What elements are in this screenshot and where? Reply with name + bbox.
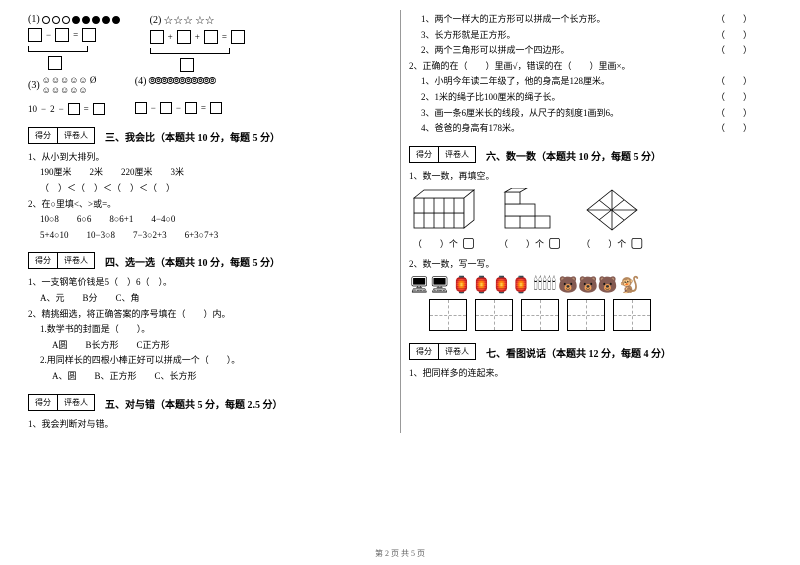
input-box[interactable] (160, 102, 172, 114)
monkey-icon: 🐒 (620, 275, 640, 295)
s3-q2-row1: 10○8 6○6 8○6+1 4−4○0 (40, 213, 392, 226)
item2-num: (2) (150, 15, 162, 26)
item3-num: (3) (28, 80, 40, 91)
section-4-title: 四、选一选（本题共 10 分，每题 5 分） (105, 254, 280, 269)
item4-num: (4) (135, 76, 147, 87)
input-box[interactable] (210, 102, 222, 114)
s5-j2: 2、1米的绳子比100厘米的绳子长。（ ） (421, 91, 772, 104)
s4-q1: 1、一支钢笔价钱是5（ ）6（ ）。 (28, 276, 392, 289)
smiley-icon: ☺☺☺☺☺ Ø☺☺☺☺☺ (42, 76, 97, 96)
input-box[interactable] (68, 103, 80, 115)
lantern-icon: 🏮🏮🏮🏮 (452, 275, 532, 295)
input-box[interactable] (55, 28, 69, 42)
cube-stack-1 (409, 188, 479, 233)
input-box[interactable] (93, 103, 105, 115)
bear-icon: 🐻🐻🐻 (558, 275, 618, 295)
write-box[interactable] (429, 299, 467, 331)
ten-label: 10 (28, 104, 37, 114)
score-box: 得分 评卷人 (28, 127, 95, 144)
minus-sign: − (44, 30, 53, 40)
section-3-title: 三、我会比（本题共 10 分，每题 5 分） (105, 129, 280, 144)
score-right: 评卷人 (58, 127, 95, 144)
computer-icon: 🖥🖥 (409, 275, 450, 295)
visual-problems-row2: (3) ☺☺☺☺☺ Ø☺☺☺☺☺ 10 − 2 − = (4) ⦾⦾⦾⦾⦾⦾⦾⦾… (28, 76, 392, 115)
write-boxes (429, 299, 772, 331)
star-icon: ☆☆☆ (163, 14, 193, 27)
s4-q2-1: 1.数学书的封面是（ ）。 (40, 323, 392, 336)
star-icon: ☆☆ (195, 14, 215, 27)
visual-item-2: (2) ☆☆☆ ☆☆ + + = (150, 14, 245, 72)
s4-q1-opts: A、元 B分 C、角 (40, 292, 392, 305)
section-7-title: 七、看图说话（本题共 12 分，每题 4 分） (486, 345, 671, 360)
candle-icon: 🕯🕯🕯🕯🕯 (533, 276, 556, 294)
s5-j4: 4、爸爸的身高有178米。（ ） (421, 122, 772, 135)
input-box[interactable] (150, 30, 164, 44)
score-box: 得分 评卷人 (409, 146, 476, 163)
input-box[interactable] (231, 30, 245, 44)
write-box[interactable] (475, 299, 513, 331)
wave-shapes: ⦾⦾⦾⦾⦾⦾⦾⦾⦾⦾⦾ (148, 76, 214, 87)
score-box: 得分 评卷人 (28, 394, 95, 411)
input-box[interactable] (177, 30, 191, 44)
visual-item-3: (3) ☺☺☺☺☺ Ø☺☺☺☺☺ 10 − 2 − = (28, 76, 105, 115)
cube-icon: ▢ (548, 235, 561, 252)
cube-stack-2 (500, 188, 560, 233)
section-5-title: 五、对与错（本题共 5 分，每题 2.5 分） (105, 396, 283, 411)
eq-sign: = (71, 30, 80, 40)
write-box[interactable] (567, 299, 605, 331)
write-box[interactable] (613, 299, 651, 331)
s7-q1: 1、把同样多的连起来。 (409, 367, 772, 380)
s3-q2: 2、在○里填<、>或=。 (28, 198, 392, 211)
s5-j1: 1、小明今年读二年级了，他的身高是128厘米。（ ） (421, 75, 772, 88)
input-box[interactable] (82, 28, 96, 42)
page-footer: 第 2 页 共 5 页 (0, 548, 800, 559)
write-box[interactable] (521, 299, 559, 331)
s4-q2: 2、精挑细选，将正确答案的序号填在（ ）内。 (28, 308, 392, 321)
s4-q2-2-opts: A、圆 B、正方形 C、长方形 (52, 370, 392, 383)
objects-row: 🖥🖥 🏮🏮🏮🏮 🕯🕯🕯🕯🕯 🐻🐻🐻 🐒 (409, 275, 772, 295)
s3-q1-blanks: （ ）＜（ ）＜（ ）＜（ ） (40, 182, 392, 195)
s5-i1: 1、两个一样大的正方形可以拼成一个长方形。（ ） (421, 13, 772, 26)
cube-icon: ▢ (462, 235, 475, 252)
score-box: 得分 评卷人 (28, 252, 95, 269)
score-left: 得分 (28, 127, 58, 144)
s5-q1: 1、我会判断对与错。 (28, 418, 392, 431)
visual-item-1: (1) − = (28, 14, 120, 72)
input-box[interactable] (185, 102, 197, 114)
visual-problems-row1: (1) − = (2) ☆☆☆ (28, 14, 392, 72)
s3-q1: 1、从小到大排列。 (28, 151, 392, 164)
input-box[interactable] (180, 58, 194, 72)
two-label: 2 (50, 104, 55, 114)
input-box[interactable] (48, 56, 62, 70)
s3-q2-row2: 5+4○10 10−3○8 7−3○2+3 6+3○7+3 (40, 229, 392, 242)
s5-j3: 3、画一条6厘米长的线段，从尺子的刻度1画到6。（ ） (421, 107, 772, 120)
s6-q2: 2、数一数，写一写。 (409, 258, 772, 271)
section-6-title: 六、数一数（本题共 10 分，每题 5 分） (486, 148, 661, 163)
s5-i2: 3、长方形就是正方形。（ ） (421, 29, 772, 42)
visual-item-4: (4) ⦾⦾⦾⦾⦾⦾⦾⦾⦾⦾⦾ − − = (135, 76, 222, 115)
s5-q2: 2、正确的在（ ）里画√，错误的在（ ）里画×。 (409, 60, 772, 73)
s4-q2-2: 2.用同样长的四根小棒正好可以拼成一个（ ）。 (40, 354, 392, 367)
s4-q2-1-opts: A圆 B长方形 C正方形 (52, 339, 392, 352)
s3-q1-values: 190厘米 2米 220厘米 3米 (40, 166, 392, 179)
s6-q1: 1、数一数，再填空。 (409, 170, 772, 183)
item1-num: (1) (28, 14, 40, 25)
score-box: 得分 评卷人 (409, 343, 476, 360)
s5-i3: 2、两个三角形可以拼成一个四边形。（ ） (421, 44, 772, 57)
cube-stack-3 (582, 188, 642, 233)
input-box[interactable] (204, 30, 218, 44)
cubes-row: （ ）个▢ （ ）个▢ （ ）个▢ (409, 188, 772, 252)
cube-icon: ▢ (630, 235, 643, 252)
input-box[interactable] (28, 28, 42, 42)
input-box[interactable] (135, 102, 147, 114)
